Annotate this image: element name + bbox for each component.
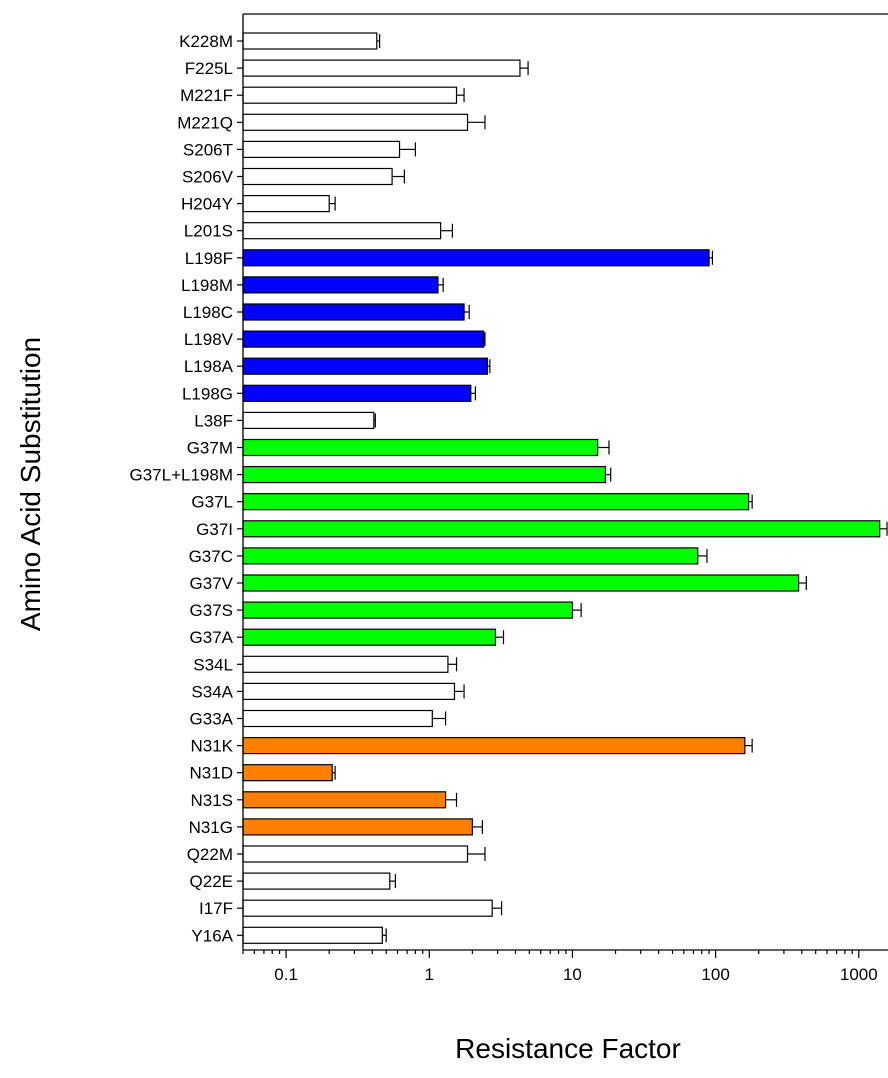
category-label: M221Q bbox=[177, 113, 233, 132]
bar-n31d bbox=[242, 764, 333, 782]
x-tick-label: 100 bbox=[701, 965, 729, 984]
bar-n31k bbox=[242, 736, 746, 755]
x-ticks-layer: 0.1 1 10 100 1000 bbox=[242, 950, 878, 984]
bars-layer bbox=[242, 32, 881, 944]
bar-s34l bbox=[242, 655, 449, 673]
bar-l38f bbox=[242, 411, 375, 429]
bar-g33a bbox=[242, 709, 433, 728]
x-tick-label: 1000 bbox=[840, 965, 878, 984]
bar-g37l-l198m bbox=[242, 466, 607, 484]
category-label: G37A bbox=[190, 628, 234, 647]
category-label: N31S bbox=[190, 791, 233, 810]
bar-g37m bbox=[242, 438, 599, 457]
category-label: G37L+L198M bbox=[130, 466, 234, 485]
bar-q22e bbox=[242, 872, 391, 890]
bar-g37c bbox=[242, 547, 699, 565]
x-tick-label: 0.1 bbox=[274, 965, 298, 984]
category-label: G37V bbox=[190, 574, 234, 593]
bar-q22m bbox=[242, 845, 469, 863]
category-label: Y16A bbox=[191, 926, 233, 945]
bar-g37i bbox=[242, 520, 881, 538]
bar-g37s bbox=[242, 601, 574, 619]
category-label: G37S bbox=[190, 601, 233, 620]
category-label: S34L bbox=[193, 655, 233, 674]
category-label: N31G bbox=[189, 818, 233, 837]
category-label: L198V bbox=[184, 330, 234, 349]
x-tick-label: 10 bbox=[563, 965, 582, 984]
bar-g37l bbox=[242, 493, 750, 511]
x-tick-label: 1 bbox=[425, 965, 434, 984]
category-label: G37L bbox=[191, 493, 233, 512]
category-label: N31K bbox=[190, 737, 233, 756]
bar-h204y bbox=[242, 195, 330, 213]
category-label: H204Y bbox=[181, 195, 233, 214]
bar-k228m bbox=[242, 32, 378, 50]
category-label: L198F bbox=[185, 249, 233, 268]
bar-f225l bbox=[242, 59, 521, 77]
error-bars-layer bbox=[329, 34, 888, 943]
category-label: L201S bbox=[184, 222, 233, 241]
category-label: G33A bbox=[190, 710, 234, 729]
category-label: S206T bbox=[183, 140, 233, 159]
bar-l198v bbox=[242, 330, 485, 348]
category-label: F225L bbox=[185, 59, 233, 78]
bar-l198a bbox=[242, 357, 489, 375]
category-label: L198M bbox=[181, 276, 233, 295]
category-label: L198G bbox=[182, 384, 233, 403]
y-axis-title: Amino Acid Substitution bbox=[15, 337, 46, 631]
category-label: S206V bbox=[182, 168, 234, 187]
category-labels-layer: K228M F225L M221F M221Q S206T S206V H204Y L201S… bbox=[130, 32, 243, 945]
category-label: L198A bbox=[184, 357, 234, 376]
category-label: I17F bbox=[199, 899, 233, 918]
bar-l198m bbox=[242, 276, 439, 294]
bar-m221q bbox=[242, 113, 469, 131]
bar-l201s bbox=[242, 222, 442, 240]
category-label: S34A bbox=[191, 682, 233, 701]
category-label: N31D bbox=[190, 764, 233, 783]
bar-l198c bbox=[242, 303, 465, 321]
bar-l198f bbox=[242, 249, 710, 267]
bar-y16a bbox=[242, 926, 383, 944]
category-label: Q22M bbox=[187, 845, 233, 864]
bar-s206v bbox=[242, 167, 393, 186]
x-axis-title: Resistance Factor bbox=[455, 1033, 681, 1064]
category-label: G37M bbox=[187, 439, 233, 458]
bar-l198g bbox=[242, 384, 472, 402]
bar-s206t bbox=[242, 140, 401, 158]
bar-m221f bbox=[242, 86, 458, 104]
category-label: L198C bbox=[183, 303, 233, 322]
bar-g37a bbox=[242, 628, 497, 646]
bar-n31s bbox=[242, 791, 447, 809]
bar-s34a bbox=[242, 682, 456, 701]
category-label: G37C bbox=[189, 547, 233, 566]
category-label: K228M bbox=[179, 32, 233, 51]
category-label: M221F bbox=[180, 86, 233, 105]
bar-i17f bbox=[242, 899, 493, 917]
bar-n31g bbox=[242, 818, 473, 836]
category-label: Q22E bbox=[190, 872, 233, 891]
category-label: L38F bbox=[194, 411, 233, 430]
bar-g37v bbox=[242, 574, 800, 592]
category-label: G37I bbox=[196, 520, 233, 539]
